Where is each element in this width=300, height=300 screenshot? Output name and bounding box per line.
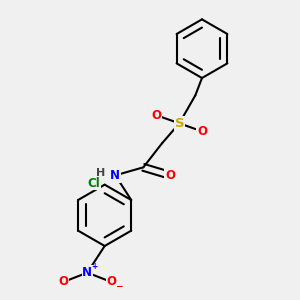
Text: S: S (175, 117, 184, 130)
Text: O: O (106, 275, 116, 289)
Text: N: N (110, 169, 120, 182)
Text: O: O (165, 169, 175, 182)
Text: N: N (82, 266, 92, 279)
Text: +: + (91, 262, 97, 271)
Text: −: − (115, 282, 123, 291)
Text: H: H (96, 168, 105, 178)
Text: Cl: Cl (88, 177, 100, 190)
Text: O: O (152, 109, 162, 122)
Text: O: O (58, 275, 68, 289)
Text: O: O (197, 125, 207, 138)
